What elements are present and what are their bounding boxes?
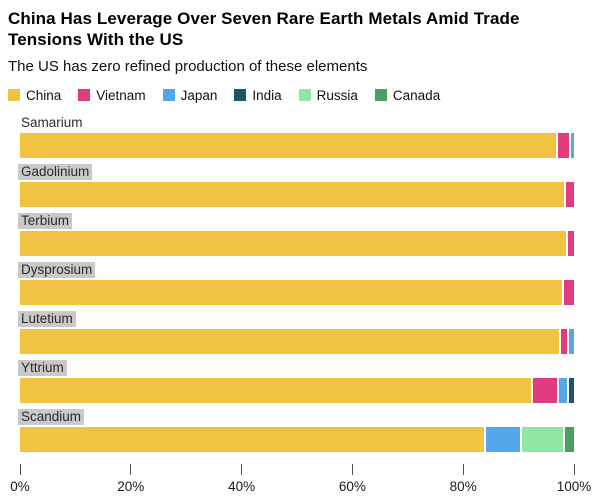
axis-tick — [351, 463, 353, 475]
bar-segment-china — [20, 132, 557, 158]
chart-title: China Has Leverage Over Seven Rare Earth… — [8, 8, 592, 51]
legend-label: China — [26, 87, 62, 103]
legend-item-japan: Japan — [162, 87, 218, 103]
legend-label: Japan — [180, 87, 218, 103]
chart-row-yttrium: Yttrium — [8, 359, 592, 403]
legend-item-vietnam: Vietnam — [78, 87, 146, 103]
chart-row-gadolinium: Gadolinium — [8, 163, 592, 207]
row-label: Samarium — [21, 114, 83, 130]
axis-tick-label: 40% — [228, 478, 256, 494]
bar-segment-vietnam — [565, 181, 574, 207]
chart-row-dysprosium: Dysprosium — [8, 261, 592, 305]
axis-tick — [462, 463, 464, 475]
bar-segment-china — [20, 426, 485, 452]
axis-tick — [19, 463, 21, 475]
bar-segment-japan — [570, 132, 574, 158]
bar-segment-china — [20, 377, 532, 403]
bar-segment-vietnam — [567, 230, 574, 256]
chart-row-lutetium: Lutetium — [8, 310, 592, 354]
legend-item-russia: Russia — [298, 87, 358, 103]
bar-segment-vietnam — [533, 377, 558, 403]
bar-segment-canada — [564, 426, 574, 452]
legend: China Vietnam Japan India Russia Canada — [8, 88, 592, 103]
bar-chart: Samarium Gadolinium Terbium Dysprosium Lutet… — [8, 114, 592, 452]
bar-segment-japan — [568, 328, 574, 354]
vietnam-swatch-icon — [78, 89, 91, 102]
axis-tick-label: 100% — [556, 478, 592, 494]
stacked-bar — [20, 328, 574, 354]
chart-title-line2: Tensions With the US — [8, 30, 184, 50]
china-swatch-icon — [8, 89, 20, 102]
x-axis: 0% 20% 40% 60% 80% 100% — [10, 463, 591, 503]
row-label: Lutetium — [18, 310, 76, 327]
bar-segment-vietnam — [561, 328, 567, 354]
stacked-bar — [20, 181, 574, 207]
chart-subtitle: The US has zero refined production of th… — [8, 57, 368, 75]
axis-tick — [130, 463, 132, 475]
india-swatch-icon — [234, 89, 247, 102]
legend-item-canada: Canada — [374, 87, 441, 103]
legend-item-india: India — [234, 87, 282, 103]
chart-row-terbium: Terbium — [8, 212, 592, 256]
russia-swatch-icon — [298, 89, 311, 102]
stacked-bar — [20, 377, 574, 403]
row-label: Dysprosium — [18, 261, 96, 278]
stacked-bar — [20, 426, 574, 452]
legend-item-china: China — [8, 88, 61, 103]
row-label: Scandium — [18, 408, 85, 425]
axis-tick-label: 60% — [338, 478, 366, 494]
legend-label: Russia — [316, 87, 358, 103]
bar-segment-vietnam — [558, 132, 569, 158]
bar-segment-japan — [559, 377, 567, 403]
row-label: Terbium — [18, 212, 73, 229]
axis-tick-label: 20% — [117, 478, 145, 494]
stacked-bar — [20, 230, 574, 256]
japan-swatch-icon — [162, 89, 175, 102]
canada-swatch-icon — [374, 89, 387, 102]
axis-tick — [241, 463, 243, 475]
bar-segment-japan — [486, 426, 521, 452]
axis-tick — [573, 463, 575, 475]
bar-segment-vietnam — [564, 279, 574, 305]
legend-label: Vietnam — [96, 87, 146, 103]
bar-segment-china — [20, 181, 564, 207]
bar-segment-china — [20, 328, 560, 354]
axis-tick-label: 0% — [10, 478, 30, 494]
stacked-bar — [20, 279, 574, 305]
stacked-bar — [20, 132, 574, 158]
legend-label: Canada — [392, 87, 441, 103]
chart-title-line1: China Has Leverage Over Seven Rare Earth… — [8, 9, 520, 28]
chart-row-samarium: Samarium — [8, 114, 592, 158]
axis-tick-label: 80% — [449, 478, 477, 494]
row-label: Gadolinium — [18, 163, 93, 180]
chart-row-scandium: Scandium — [8, 408, 592, 452]
bar-segment-china — [20, 279, 563, 305]
row-label: Yttrium — [18, 359, 67, 376]
bar-segment-china — [20, 230, 566, 256]
bar-segment-russia — [522, 426, 563, 452]
bar-segment-india — [568, 377, 574, 403]
legend-label: India — [252, 87, 282, 103]
